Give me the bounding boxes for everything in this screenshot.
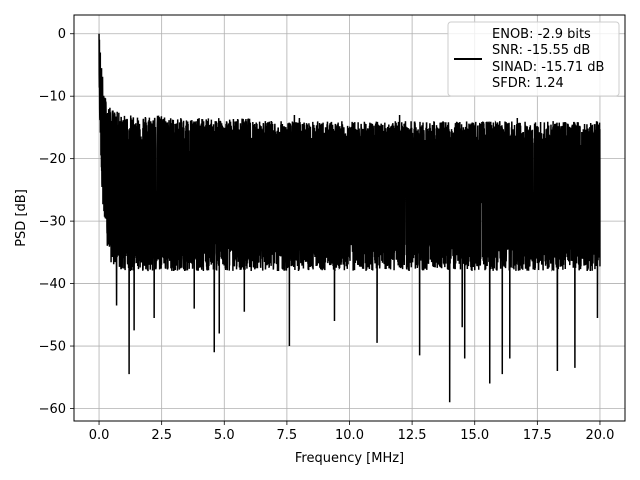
x-tick-label: 5.0	[214, 428, 235, 443]
y-tick-label: −40	[39, 277, 66, 292]
x-axis-label: Frequency [MHz]	[295, 451, 404, 466]
psd-series-line	[98, 33, 601, 403]
y-tick-label: −50	[39, 340, 66, 355]
x-tick-label: 0.0	[89, 428, 110, 443]
y-axis-label: PSD [dB]	[14, 189, 29, 247]
y-axis: 0 −10 −20 −30 −40 −50 −60	[39, 27, 74, 417]
x-axis: 0.0 2.5 5.0 7.5 10.0 12.5 15.0 17.5 20.0	[89, 421, 614, 443]
x-tick-label: 15.0	[460, 428, 489, 443]
y-tick-label: 0	[58, 27, 66, 42]
x-tick-label: 17.5	[523, 428, 552, 443]
legend: ENOB: -2.9 bits SNR: -15.55 dB SINAD: -1…	[447, 21, 620, 97]
series-layer	[98, 33, 601, 403]
legend-entry-snr: SNR: -15.55 dB	[492, 43, 590, 58]
x-tick-label: 20.0	[585, 428, 614, 443]
legend-entry-enob: ENOB: -2.9 bits	[492, 27, 591, 42]
legend-box	[447, 21, 620, 97]
y-tick-label: −20	[39, 152, 66, 167]
x-tick-label: 10.0	[335, 428, 364, 443]
legend-entry-sfdr: SFDR: 1.24	[492, 76, 564, 91]
x-tick-label: 12.5	[398, 428, 427, 443]
y-tick-label: −30	[39, 215, 66, 230]
x-tick-label: 2.5	[151, 428, 172, 443]
y-tick-label: −60	[39, 402, 66, 417]
y-tick-label: −10	[39, 90, 66, 105]
legend-entry-sinad: SINAD: -15.71 dB	[492, 60, 604, 75]
x-tick-label: 7.5	[277, 428, 298, 443]
